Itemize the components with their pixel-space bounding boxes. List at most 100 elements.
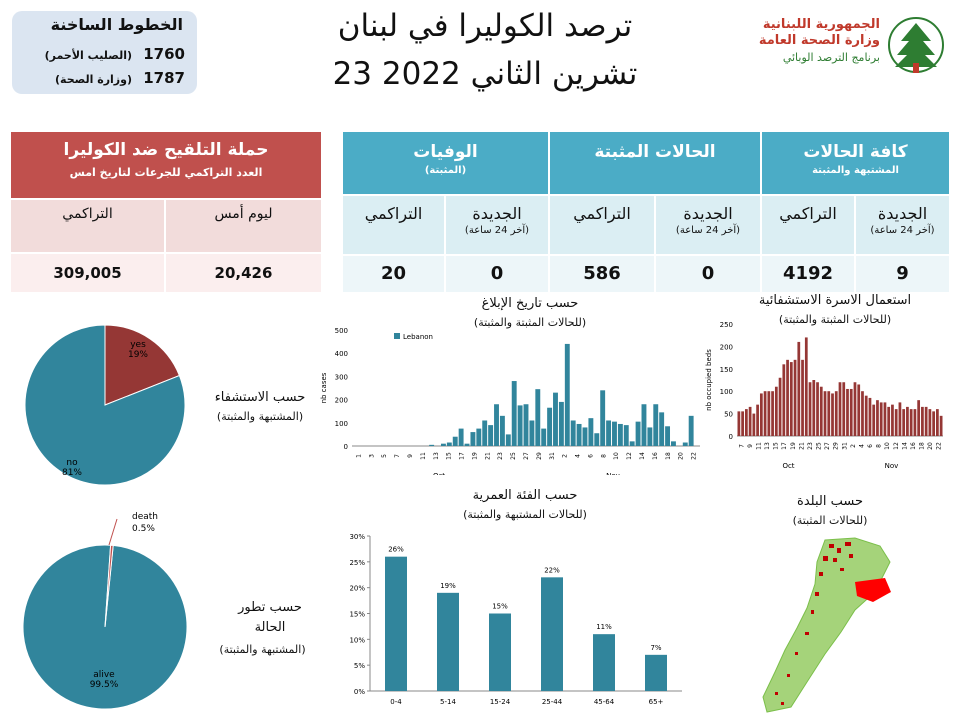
age-bar-15-24	[489, 613, 511, 691]
y-tick-label: 500	[335, 327, 348, 335]
x-tick-label: 14	[639, 452, 646, 460]
bar	[440, 443, 446, 446]
x-tick-label: 25	[510, 452, 517, 460]
bar	[737, 411, 741, 436]
bar	[476, 428, 482, 446]
map-case-markers	[775, 542, 853, 705]
bar	[541, 428, 547, 446]
bar	[756, 404, 759, 436]
bar	[594, 433, 600, 446]
x-tick-label: 15	[773, 442, 780, 450]
confirmed-header: الحالات المثبتة	[550, 132, 760, 194]
month-label: Oct	[782, 462, 794, 470]
x-tick-label: 4	[575, 454, 582, 458]
pie-label-alive: alive	[93, 670, 115, 680]
bar	[898, 402, 902, 436]
bar	[939, 415, 943, 436]
bar	[446, 442, 452, 446]
x-tick-label: 25	[816, 442, 823, 450]
vaccination-header: حملة التلقيح ضد الكوليرا العدد التراكمي …	[11, 132, 321, 198]
y-tick-label: 250	[720, 321, 733, 329]
bar	[458, 428, 464, 446]
town-sublabel: (للحالات المثبتة)	[792, 514, 868, 527]
lebanon-map	[762, 537, 891, 713]
x-tick-label: 19	[790, 442, 797, 450]
bar	[793, 359, 797, 436]
bar	[868, 397, 872, 436]
x-tick-label: 20	[678, 452, 685, 460]
bar	[823, 391, 827, 436]
confirmed-cum-value: 586	[550, 256, 654, 292]
vaccination-cumulative-value: 309,005	[11, 254, 164, 292]
y-tick-label: 300	[335, 373, 348, 381]
x-tick-label: 31	[841, 442, 848, 450]
bar	[887, 406, 891, 436]
bar	[936, 409, 939, 436]
bar	[748, 406, 752, 436]
bar	[582, 427, 588, 446]
bar	[831, 393, 834, 436]
hotline-number: 1787	[143, 69, 185, 87]
deaths-header: الوفيات (المثبتة)	[343, 132, 548, 194]
bar	[671, 441, 676, 446]
x-tick-label: 2	[562, 454, 569, 458]
hospitalization-sublabel: (المشتبهة والمثبتة)	[216, 410, 304, 423]
bar	[804, 337, 808, 436]
bar	[570, 420, 576, 446]
bar	[797, 341, 801, 436]
bar	[864, 395, 868, 436]
vaccination-yesterday-value: 20,426	[166, 254, 321, 292]
y-tick-label: 10%	[349, 636, 365, 644]
y-tick-label: 20%	[349, 585, 365, 593]
bar	[558, 401, 564, 446]
vaccination-col-cumulative: التراكمي	[11, 200, 164, 252]
x-tick-label: 17	[459, 452, 466, 460]
bar	[553, 392, 558, 446]
beds-label: استعمال الاسرة الاستشفائية	[758, 293, 912, 308]
x-tick-label: 18	[919, 442, 926, 450]
bar	[767, 391, 771, 436]
hotline-box: الخطوط الساخنة 1760 (الصليب الأحمر) 1787…	[12, 11, 197, 94]
page-title: ترصد الكوليرا في لبنان	[337, 8, 633, 44]
y-tick-label: 5%	[354, 662, 365, 670]
x-tick-label: 9	[407, 454, 414, 458]
month-label: Nov	[606, 472, 620, 475]
beds-sublabel: (للحالات المثبتة والمثبتة)	[778, 313, 892, 326]
y-tick-label: 25%	[349, 559, 365, 567]
bar	[470, 432, 476, 446]
bar	[909, 409, 913, 436]
y-tick-label: 100	[720, 388, 733, 396]
bar	[623, 425, 629, 446]
bar	[641, 404, 647, 446]
confirmed-cum-label: التراكمي	[550, 196, 654, 254]
logo-line-2: وزارة الصحة العامة	[758, 33, 880, 48]
vaccination-subtitle: العدد التراكمي للجرعات لتاريخ امس	[69, 166, 263, 179]
bar	[482, 420, 488, 446]
x-tick-label: 15	[446, 452, 453, 460]
bar	[759, 393, 763, 436]
bar-data-label: 19%	[440, 582, 456, 590]
age-sublabel: (للحالات المشتبهة والمثبتة)	[463, 508, 587, 521]
bar-data-label: 11%	[596, 623, 612, 631]
y-tick-label: 30%	[349, 533, 365, 541]
bar	[744, 409, 748, 436]
bar	[812, 380, 816, 436]
x-tick-label: 22	[691, 452, 698, 460]
y-axis-label: nb occupied beds	[705, 349, 713, 411]
bar	[517, 405, 523, 446]
bar	[857, 384, 861, 436]
deaths-cum-value: 20	[343, 256, 444, 292]
bar	[819, 386, 823, 436]
pie-value-yes: 19%	[128, 350, 148, 360]
x-tick-label: 2	[850, 444, 857, 448]
bar	[894, 409, 898, 436]
bar	[771, 391, 774, 436]
bar	[913, 409, 917, 436]
hotline-row-2: 1787 (وزارة الصحة)	[55, 69, 185, 87]
bar	[849, 388, 853, 436]
x-tick-label: 14	[901, 442, 908, 450]
age-label: حسب الفئة العمرية	[472, 488, 578, 503]
x-tick-label: 65+	[649, 698, 664, 706]
x-tick-label: 18	[665, 452, 672, 460]
all-cum-label: التراكمي	[762, 196, 854, 254]
